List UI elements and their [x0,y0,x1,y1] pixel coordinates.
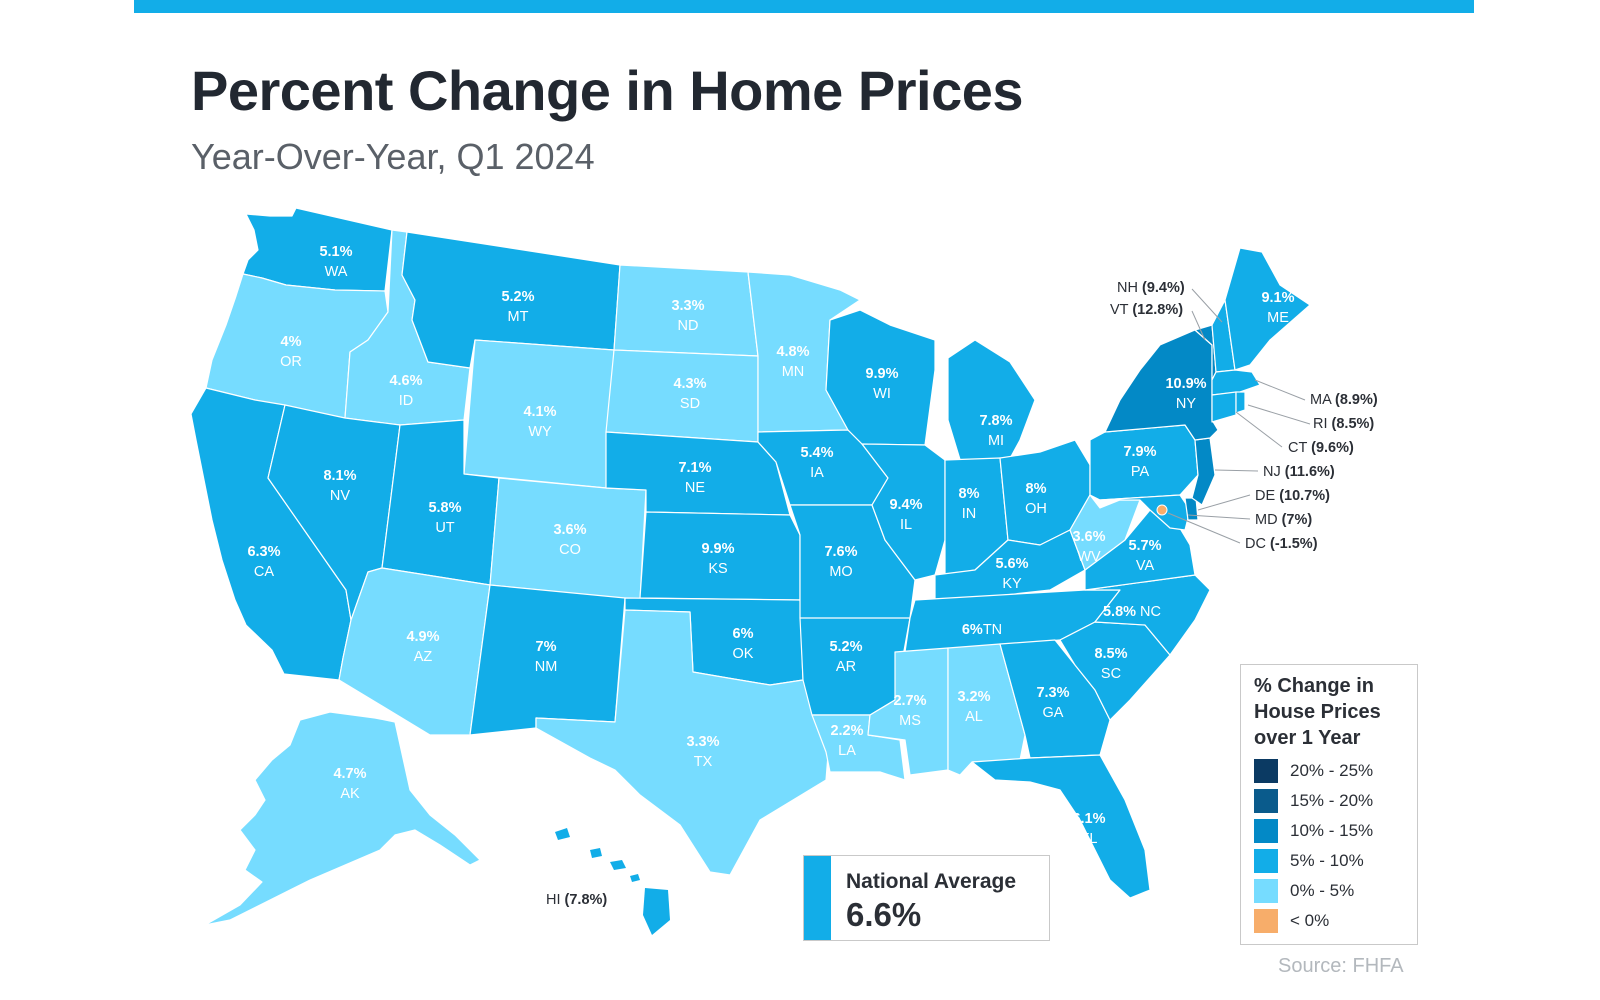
svg-text:8%IN: 8% IN [959,486,980,522]
svg-text:3.3%ND: 3.3% ND [671,298,704,334]
state-PA[interactable] [1089,424,1199,501]
svg-text:4.9%AZ: 4.9% AZ [406,629,439,665]
national-average-label: National Average [846,870,1016,893]
svg-text:8.5%SC: 8.5% SC [1094,646,1127,682]
state-TX[interactable] [535,609,831,876]
svg-text:7.6%MO: 7.6% MO [824,544,857,580]
national-average-swatch [804,856,831,940]
svg-text:7.1%NE: 7.1% NE [678,460,711,496]
svg-text:5.8%NC: 5.8% NC [1103,604,1161,620]
label-abbr-WA: WA [325,264,348,280]
svg-text:5.4%IA: 5.4% IA [800,445,833,481]
top-accent-bar [134,0,1474,13]
state-IL[interactable] [861,443,946,581]
callout-DC: DC (-1.5%) [1245,536,1318,552]
svg-text:2.2%LA: 2.2% LA [830,723,863,759]
callout-VT: VT (12.8%) [1110,302,1183,318]
svg-text:6.1%FL: 6.1% FL [1072,811,1105,847]
state-MD[interactable] [1099,494,1191,531]
legend-title: % Change in House Prices over 1 Year [1254,675,1381,749]
svg-text:4.8%MN: 4.8% MN [776,344,809,380]
svg-text:7.8%MI: 7.8% MI [979,413,1012,449]
state-RI[interactable] [1235,391,1246,414]
callout-HI: HI (7.8%) [546,892,607,908]
svg-text:3.6%WV: 3.6% WV [1072,529,1105,565]
svg-text:5.2%MT: 5.2% MT [501,289,534,325]
legend-item: 0% - 5% [1254,879,1354,903]
svg-text:2.7%MS: 2.7% MS [893,693,926,729]
svg-text:4.1%WY: 4.1% WY [523,404,556,440]
svg-text:6%OK: 6% OK [733,626,754,662]
svg-text:7%NM: 7% NM [535,639,558,675]
dc-dot[interactable] [1156,504,1168,516]
callout-MA: MA (8.9%) [1310,392,1378,408]
callout-DE: DE (10.7%) [1255,488,1330,504]
page-subtitle: Year-Over-Year, Q1 2024 [191,136,595,177]
state-WI[interactable] [825,309,936,446]
callout-leaders [1167,288,1311,544]
legend-swatch [1254,759,1278,783]
state-AK[interactable] [204,711,481,926]
svg-text:9.9%KS: 9.9% KS [701,541,734,577]
svg-text:6.3%CA: 6.3% CA [247,544,280,580]
legend-swatch [1254,909,1278,933]
legend-item: 20% - 25% [1254,759,1373,783]
svg-text:10.9%NY: 10.9% NY [1165,376,1206,412]
callout-RI: RI (8.5%) [1313,416,1374,432]
legend-item: 10% - 15% [1254,819,1373,843]
svg-text:6%TN: 6%TN [962,622,1002,638]
svg-text:3.3%TX: 3.3% TX [686,734,719,770]
legend-item: 15% - 20% [1254,789,1373,813]
state-ME[interactable] [1224,247,1311,371]
callout-NH: NH (9.4%) [1117,280,1185,296]
callout-NJ: NJ (11.6%) [1263,464,1335,480]
state-CT[interactable] [1211,391,1237,423]
legend-swatch [1254,879,1278,903]
national-average-value: 6.6% [846,896,922,933]
svg-text:5.7%VA: 5.7% VA [1128,538,1161,574]
svg-text:5.6%KY: 5.6% KY [995,556,1028,592]
svg-text:4.7%AK: 4.7% AK [333,766,366,802]
svg-text:4.6%ID: 4.6% ID [389,373,422,409]
state-CO[interactable] [489,477,647,601]
svg-text:5.2%AR: 5.2% AR [829,639,862,675]
legend: % Change in House Prices over 1 Year 20%… [1240,664,1418,945]
svg-text:3.2%AL: 3.2% AL [957,689,990,725]
national-average-box: National Average 6.6% [803,855,1050,941]
svg-text:3.6%CO: 3.6% CO [553,522,586,558]
svg-text:4%OR: 4% OR [280,334,302,370]
svg-text:7.9%PA: 7.9% PA [1123,444,1156,480]
label-pct-WA: 5.1% [319,244,352,260]
callout-MD: MD (7%) [1255,512,1312,528]
callout-labels: NH (9.4%) VT (12.8%) MA (8.9%) RI (8.5%)… [546,280,1378,908]
svg-text:4.3%SD: 4.3% SD [673,376,706,412]
state-HI[interactable] [555,828,670,935]
state-MA[interactable] [1211,369,1261,396]
legend-item: 5% - 10% [1254,849,1364,873]
svg-text:5.8%UT: 5.8% UT [428,500,461,536]
svg-text:9.1%ME: 9.1% ME [1261,290,1294,326]
svg-text:7.3%GA: 7.3% GA [1036,685,1069,721]
legend-swatch [1254,819,1278,843]
svg-text:9.9%WI: 9.9% WI [865,366,898,402]
callout-CT: CT (9.6%) [1288,440,1354,456]
source-note: Source: FHFA [1278,955,1404,977]
state-labels: 5.1% WA 4% OR 6.3% CA 4.6% ID 8.1% NV 5.2% MT … [247,244,1294,847]
state-NC[interactable] [1084,574,1211,656]
svg-text:8.1%NV: 8.1% NV [323,468,356,504]
legend-item: < 0% [1254,909,1329,933]
legend-swatch [1254,789,1278,813]
state-FL[interactable] [971,754,1151,899]
legend-swatch [1254,849,1278,873]
svg-text:8%OH: 8% OH [1025,481,1047,517]
page-title: Percent Change in Home Prices [191,59,1024,122]
svg-text:9.4%IL: 9.4% IL [889,497,922,533]
state-MI[interactable] [947,339,1036,467]
svg-text:5.1%WA: 5.1% WA [319,244,352,280]
